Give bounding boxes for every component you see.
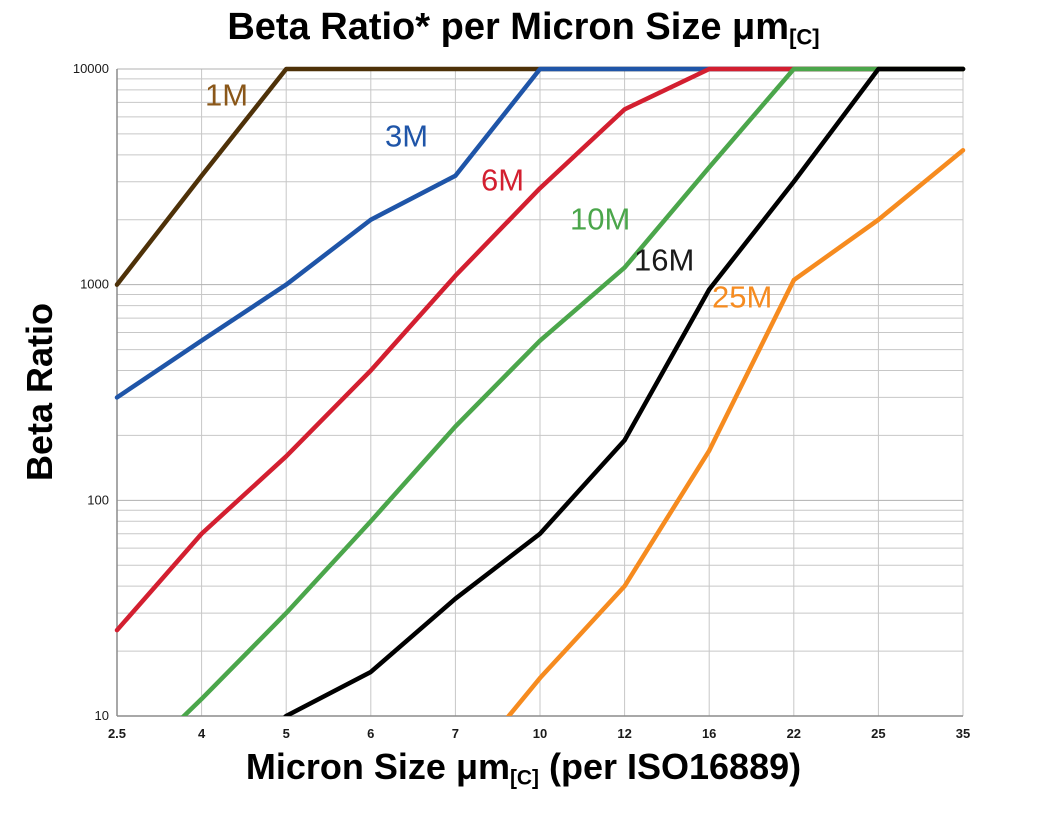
series-label-25M: 25M [712, 280, 772, 315]
series-label-6M: 6M [481, 163, 524, 198]
x-tick-label-22: 22 [787, 726, 801, 741]
gridlines [116, 68, 964, 717]
x-tick-label-5: 5 [283, 726, 290, 741]
series-line-25M [505, 148, 966, 716]
x-tick-label-35: 35 [956, 726, 970, 741]
series-label-3M: 3M [385, 119, 428, 154]
x-axis-label-suffix: (per ISO16889) [538, 746, 802, 787]
y-tick-label-10000: 10000 [73, 61, 109, 76]
y-tick-label-10: 10 [95, 708, 109, 723]
chart-title-text: Beta Ratio* per Micron Size μm [227, 6, 790, 48]
x-tick-label-2.5: 2.5 [108, 726, 126, 741]
x-axis-label: Micron Size μm[C] (per ISO16889) [0, 746, 1047, 790]
x-tick-label-6: 6 [367, 726, 374, 741]
series-lines [114, 66, 966, 716]
series-label-10M: 10M [570, 202, 630, 237]
series-line-10M [180, 66, 966, 716]
chart-title: Beta Ratio* per Micron Size μm[C] [0, 6, 1047, 51]
series-label-16M: 16M [634, 243, 694, 278]
x-tick-label-25: 25 [871, 726, 885, 741]
chart-title-subscript: [C] [789, 24, 820, 50]
y-tick-label-1000: 1000 [80, 277, 109, 292]
x-tick-label-16: 16 [702, 726, 716, 741]
x-tick-label-7: 7 [452, 726, 459, 741]
x-tick-label-12: 12 [617, 726, 631, 741]
x-tick-label-4: 4 [198, 726, 206, 741]
series-line-16M [283, 66, 966, 716]
x-tick-label-10: 10 [533, 726, 547, 741]
x-axis-label-subscript: [C] [509, 766, 539, 790]
y-tick-label-100: 100 [87, 492, 109, 507]
series-label-1M: 1M [205, 78, 248, 113]
x-axis-label-text: Micron Size μm [245, 746, 510, 787]
